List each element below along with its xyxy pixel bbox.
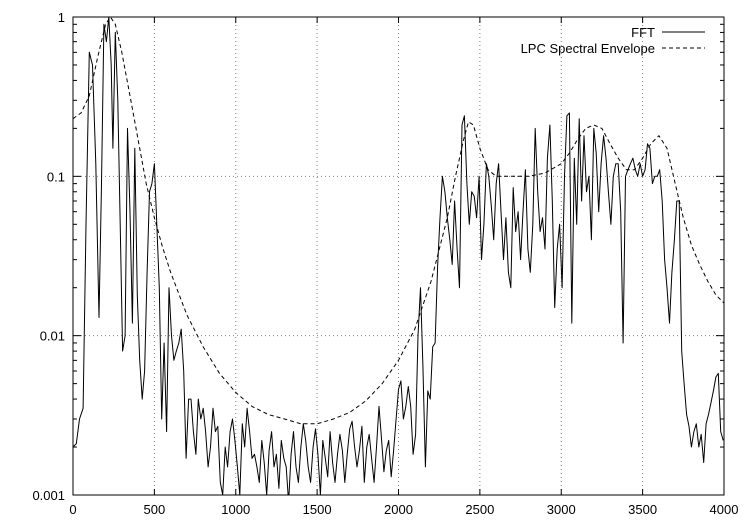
series-line-1 [73, 17, 724, 425]
series-layer [73, 17, 724, 495]
grid [73, 17, 724, 495]
x-tick-label: 2500 [465, 502, 494, 517]
x-axis: 0 500 1000 1500 2000 2500 3000 3500 4000 [69, 17, 738, 517]
x-tick-label: 0 [69, 502, 76, 517]
legend-label: FFT [631, 25, 655, 40]
x-tick-label: 3000 [547, 502, 576, 517]
y-axis: 0.001 0.01 0.1 1 [32, 10, 724, 503]
x-tick-label: 1500 [303, 502, 332, 517]
plot-frame [72, 16, 725, 496]
y-tick-label: 1 [58, 10, 65, 25]
x-tick-label: 3500 [628, 502, 657, 517]
y-tick-label: 0.1 [47, 169, 65, 184]
x-tick-label: 1000 [221, 502, 250, 517]
legend-label: LPC Spectral Envelope [521, 41, 655, 56]
y-tick-label: 0.001 [32, 488, 65, 503]
x-tick-label: 4000 [710, 502, 739, 517]
x-tick-label: 500 [144, 502, 166, 517]
x-tick-label: 2000 [384, 502, 413, 517]
y-tick-label: 0.01 [40, 329, 65, 344]
series-line-0 [73, 17, 724, 495]
